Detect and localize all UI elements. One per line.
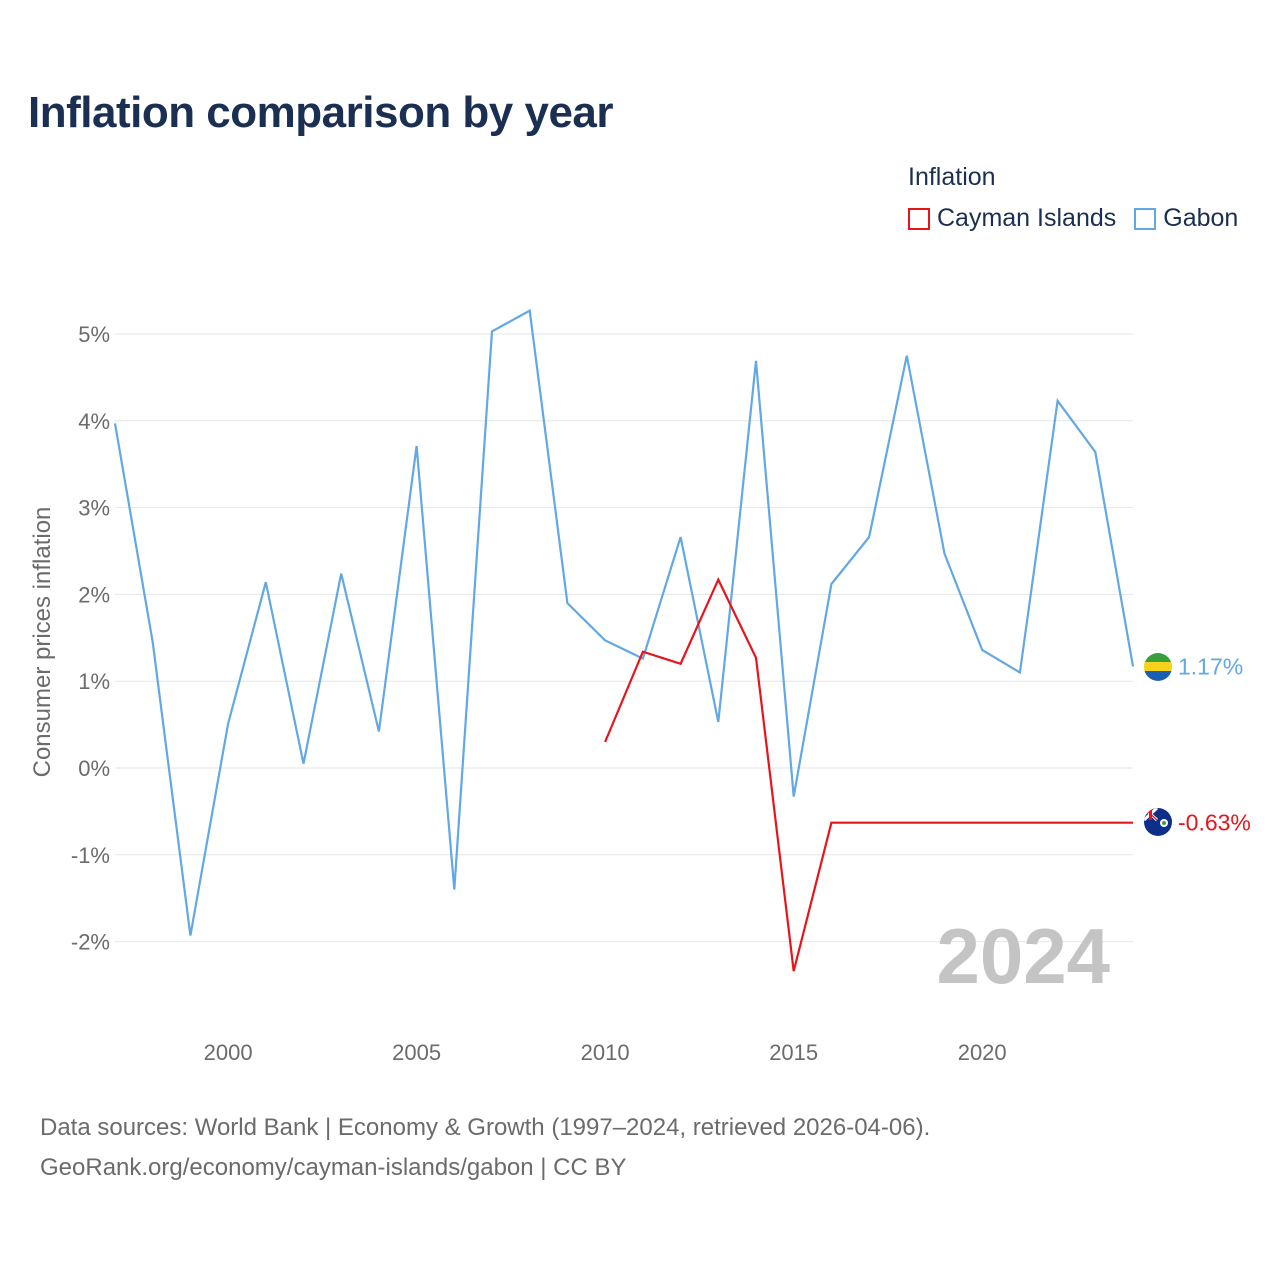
legend-swatch-gabon — [1134, 207, 1157, 230]
x-axis-ticks: 2000 2005 2010 2015 2020 — [204, 1040, 1007, 1065]
source-line-1[interactable]: Data sources: World Bank | Economy & Gro… — [40, 1114, 931, 1141]
legend-swatch-cayman-islands — [908, 207, 930, 230]
source-line-2[interactable]: GeoRank.org/economy/cayman-islands/gabon… — [40, 1154, 627, 1181]
series-line-cayman-islands — [604, 576, 1133, 972]
y-tick-label: -1% — [71, 843, 110, 868]
y-axis-label: Consumer prices inflation — [29, 507, 56, 778]
gabon-flag-icon — [1144, 653, 1172, 681]
x-tick-label: 2020 — [958, 1040, 1007, 1065]
x-tick-label: 2005 — [392, 1040, 441, 1065]
legend-label-gabon: Gabon — [1163, 204, 1239, 232]
series-lines — [113, 308, 1135, 972]
chart-title: Inflation comparison by year — [28, 88, 614, 137]
legend-item-cayman-islands[interactable]: Cayman Islands — [908, 204, 1116, 233]
source-note: Data sources: World Bank | Economy & Gro… — [40, 1108, 930, 1188]
legend-title: Inflation — [908, 163, 996, 191]
y-axis-ticks: 5% 4% 3% 2% 1% 0% -1% -2% — [71, 322, 110, 955]
y-tick-label: 4% — [78, 409, 110, 434]
grid-lines — [115, 333, 1133, 943]
cayman-islands-flag-icon — [1144, 808, 1172, 836]
x-tick-label: 2015 — [769, 1040, 818, 1065]
legend: Cayman Islands Gabon — [908, 204, 1256, 233]
y-tick-label: 0% — [78, 756, 110, 781]
y-tick-label: 3% — [78, 496, 110, 521]
series-line-gabon — [113, 308, 1135, 936]
y-tick-label: 1% — [78, 669, 110, 694]
x-tick-label: 2010 — [581, 1040, 630, 1065]
x-tick-label: 2000 — [204, 1040, 253, 1065]
end-label-gabon: 1.17% — [1178, 653, 1243, 679]
year-watermark: 2024 — [936, 912, 1110, 1000]
end-labels: 1.17% -0.63% — [1178, 653, 1251, 835]
end-label-cayman-islands: -0.63% — [1178, 810, 1251, 836]
y-tick-label: 5% — [78, 322, 110, 347]
inflation-chart: 5%4%3%2%1%0%-1%-2% 2000 2005 2010 2015 2020 … — [29, 308, 1251, 1065]
legend-item-gabon[interactable]: Gabon — [1134, 204, 1238, 233]
y-tick-label: -2% — [71, 930, 110, 955]
legend-label-cayman-islands: Cayman Islands — [937, 204, 1117, 232]
y-tick-label: 2% — [78, 582, 110, 607]
